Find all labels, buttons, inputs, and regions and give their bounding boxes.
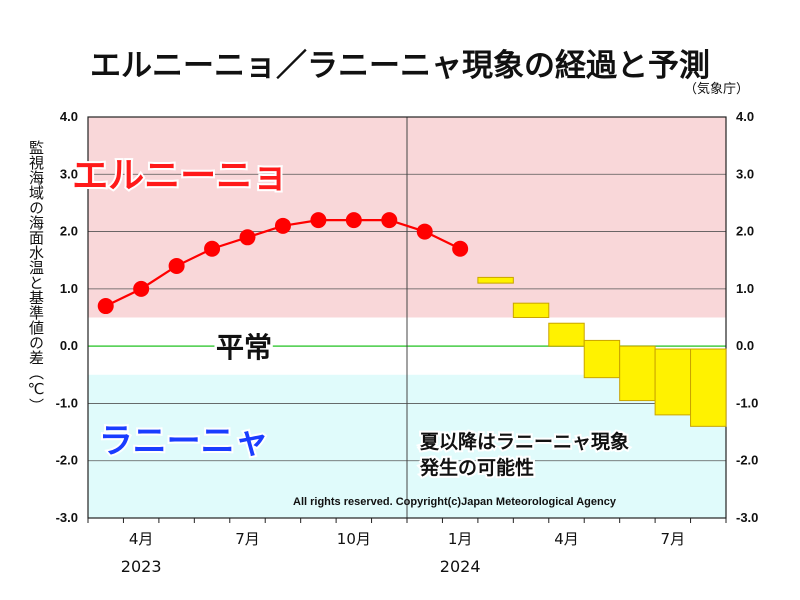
y-tick-label-left: -1.0 xyxy=(56,395,78,410)
y-tick-label-left: -3.0 xyxy=(56,510,78,525)
x-tick-label: 7月 xyxy=(235,530,260,548)
y-tick-label-right: 1.0 xyxy=(736,281,754,296)
lanina-label: ラニーニャ xyxy=(99,422,269,462)
observed-point xyxy=(345,212,362,229)
plot-frame xyxy=(87,116,727,519)
y-tick-label-right: 3.0 xyxy=(736,166,754,181)
x-tick-label: 4月 xyxy=(129,530,154,548)
y-tick-label-left: 1.0 xyxy=(60,281,78,296)
y-tick-label-left: 2.0 xyxy=(60,224,78,239)
y-tick-label-left: 4.0 xyxy=(60,109,78,124)
x-tick-label: 10月 xyxy=(337,530,371,548)
forecast-note-line1: 夏以降はラニーニャ現象 xyxy=(420,430,629,453)
y-tick-label-right: -2.0 xyxy=(736,453,758,468)
normal-label: 平常 xyxy=(216,331,272,364)
forecast-box xyxy=(583,339,621,379)
forecast-box xyxy=(512,302,550,318)
y-tick-label-left: -2.0 xyxy=(56,453,78,468)
y-tick-label-left: 0.0 xyxy=(60,338,78,353)
observed-point xyxy=(204,240,221,257)
observed-point xyxy=(452,240,469,257)
y-tick-label-left: 3.0 xyxy=(60,166,78,181)
forecast-box xyxy=(477,276,514,284)
forecast-box xyxy=(690,348,727,427)
chart-title: エルニーニョ／ラニーニャ現象の経過と予測 xyxy=(90,48,710,84)
observed-point xyxy=(416,223,433,240)
y-tick-label-right: 2.0 xyxy=(736,224,754,239)
observed-point xyxy=(97,298,114,315)
year-label: 2024 xyxy=(440,557,481,576)
x-tick-label: 1月 xyxy=(448,530,473,548)
y-tick-label-right: 0.0 xyxy=(736,338,754,353)
observed-point xyxy=(381,212,398,229)
forecast-box xyxy=(654,348,692,416)
y-tick-label-right: -1.0 xyxy=(736,395,758,410)
forecast-note-line2: 発生の可能性 xyxy=(419,456,534,479)
y-tick-label-right: 4.0 xyxy=(736,109,754,124)
copyright-text: All rights reserved. Copyright(c)Japan M… xyxy=(293,496,617,508)
forecast-box xyxy=(619,345,656,402)
x-tick-label: 7月 xyxy=(661,530,686,548)
observed-point xyxy=(274,217,291,234)
observed-point xyxy=(239,229,256,246)
x-tick-label: 4月 xyxy=(554,530,579,548)
forecast-box xyxy=(548,322,585,347)
y-tick-label-right: -3.0 xyxy=(736,510,758,525)
observed-point xyxy=(133,280,150,297)
elnino-label: エルニーニョ xyxy=(72,155,288,196)
year-label: 2023 xyxy=(121,557,162,576)
source-label: （気象庁） xyxy=(684,82,750,97)
observed-point xyxy=(168,257,185,274)
y-axis-label: 監視海域の海面水温と基準値の差（℃） xyxy=(27,140,45,413)
observed-point xyxy=(310,212,327,229)
